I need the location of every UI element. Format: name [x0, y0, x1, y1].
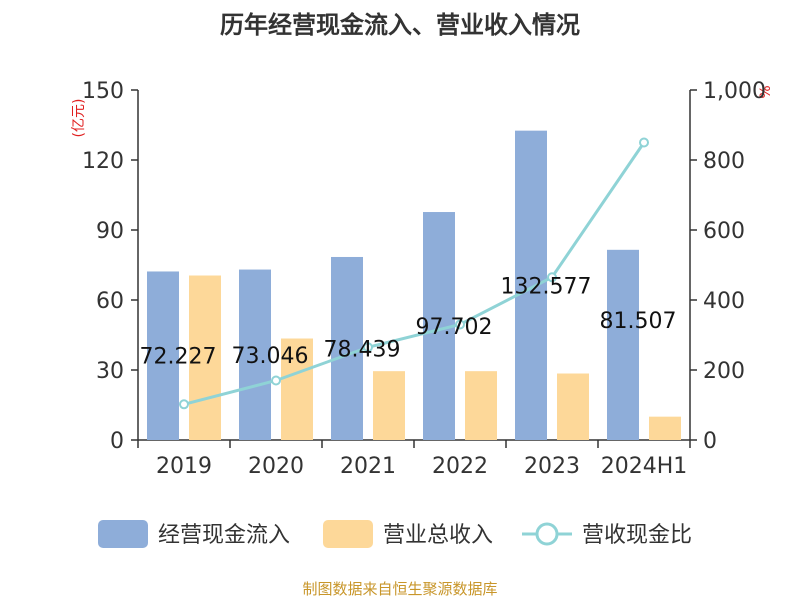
right-tick-label: 800	[703, 149, 745, 174]
left-tick-label: 0	[110, 429, 124, 454]
right-tick-label: 200	[703, 359, 745, 384]
bar-revenue	[465, 371, 497, 440]
legend-swatch-cash-inflow	[98, 520, 148, 548]
right-tick-label: 400	[703, 289, 745, 314]
data-label-cash-inflow: 81.507	[600, 309, 677, 334]
data-label-cash-inflow: 97.702	[416, 315, 493, 340]
right-tick-label: 600	[703, 219, 745, 244]
right-axis-unit: %	[758, 85, 774, 98]
legend: 经营现金流入 营业总收入 营收现金比	[98, 520, 692, 548]
left-tick-label: 150	[82, 79, 124, 104]
ratio-line	[179, 137, 649, 410]
x-tick-label: 2022	[432, 454, 488, 479]
x-tick-label: 2019	[156, 454, 212, 479]
legend-label-revenue: 营业总收入	[383, 523, 493, 548]
bar-revenue	[373, 371, 405, 440]
x-tick-label: 2023	[524, 454, 580, 479]
right-tick-label: 1,000	[703, 79, 766, 104]
legend-label-cash-inflow: 经营现金流入	[158, 523, 290, 548]
left-tick-label: 90	[96, 219, 124, 244]
bar-revenue	[557, 373, 589, 440]
right-tick-label: 0	[703, 429, 717, 454]
data-label-cash-inflow: 132.577	[501, 274, 592, 299]
x-tick-label: 2024H1	[601, 454, 688, 479]
left-tick-label: 30	[96, 359, 124, 384]
bar-cash-inflow	[147, 271, 179, 440]
bar-revenue	[281, 338, 313, 440]
bar-revenue	[649, 416, 681, 440]
ratio-point	[363, 342, 373, 353]
axes: 0 30 60 90 120 150 0 200 400 600 800 1,000 2019 2020 2…	[82, 79, 766, 479]
bar-cash-inflow	[607, 249, 639, 440]
left-tick-label: 120	[82, 149, 124, 174]
data-labels: 72.227 73.046 78.439 97.702 132.577 81.507	[140, 274, 677, 369]
source-note: 制图数据来自恒生聚源数据库	[302, 580, 497, 598]
bar-cash-inflow	[331, 256, 363, 440]
x-tick-label: 2020	[248, 454, 304, 479]
data-label-cash-inflow: 78.439	[324, 337, 401, 362]
legend-label-ratio: 营收现金比	[582, 523, 692, 548]
legend-swatch-revenue	[323, 520, 373, 548]
ratio-point	[271, 375, 281, 386]
bar-cash-inflow	[239, 269, 271, 440]
ratio-point	[547, 272, 557, 283]
bar-cash-inflow	[515, 130, 547, 440]
ratio-point	[455, 319, 465, 330]
left-axis-unit: (亿元)	[71, 99, 87, 138]
data-label-cash-inflow: 73.046	[232, 344, 309, 369]
ratio-point	[639, 137, 649, 148]
legend-swatch-ratio-marker	[535, 522, 559, 546]
x-tick-label: 2021	[340, 454, 396, 479]
left-tick-label: 60	[96, 289, 124, 314]
data-label-cash-inflow: 72.227	[140, 345, 217, 370]
ratio-polyline	[183, 141, 646, 406]
bar-revenue	[189, 275, 221, 440]
ratio-point	[179, 399, 189, 410]
chart-title: 历年经营现金流入、营业收入情况	[220, 11, 580, 39]
